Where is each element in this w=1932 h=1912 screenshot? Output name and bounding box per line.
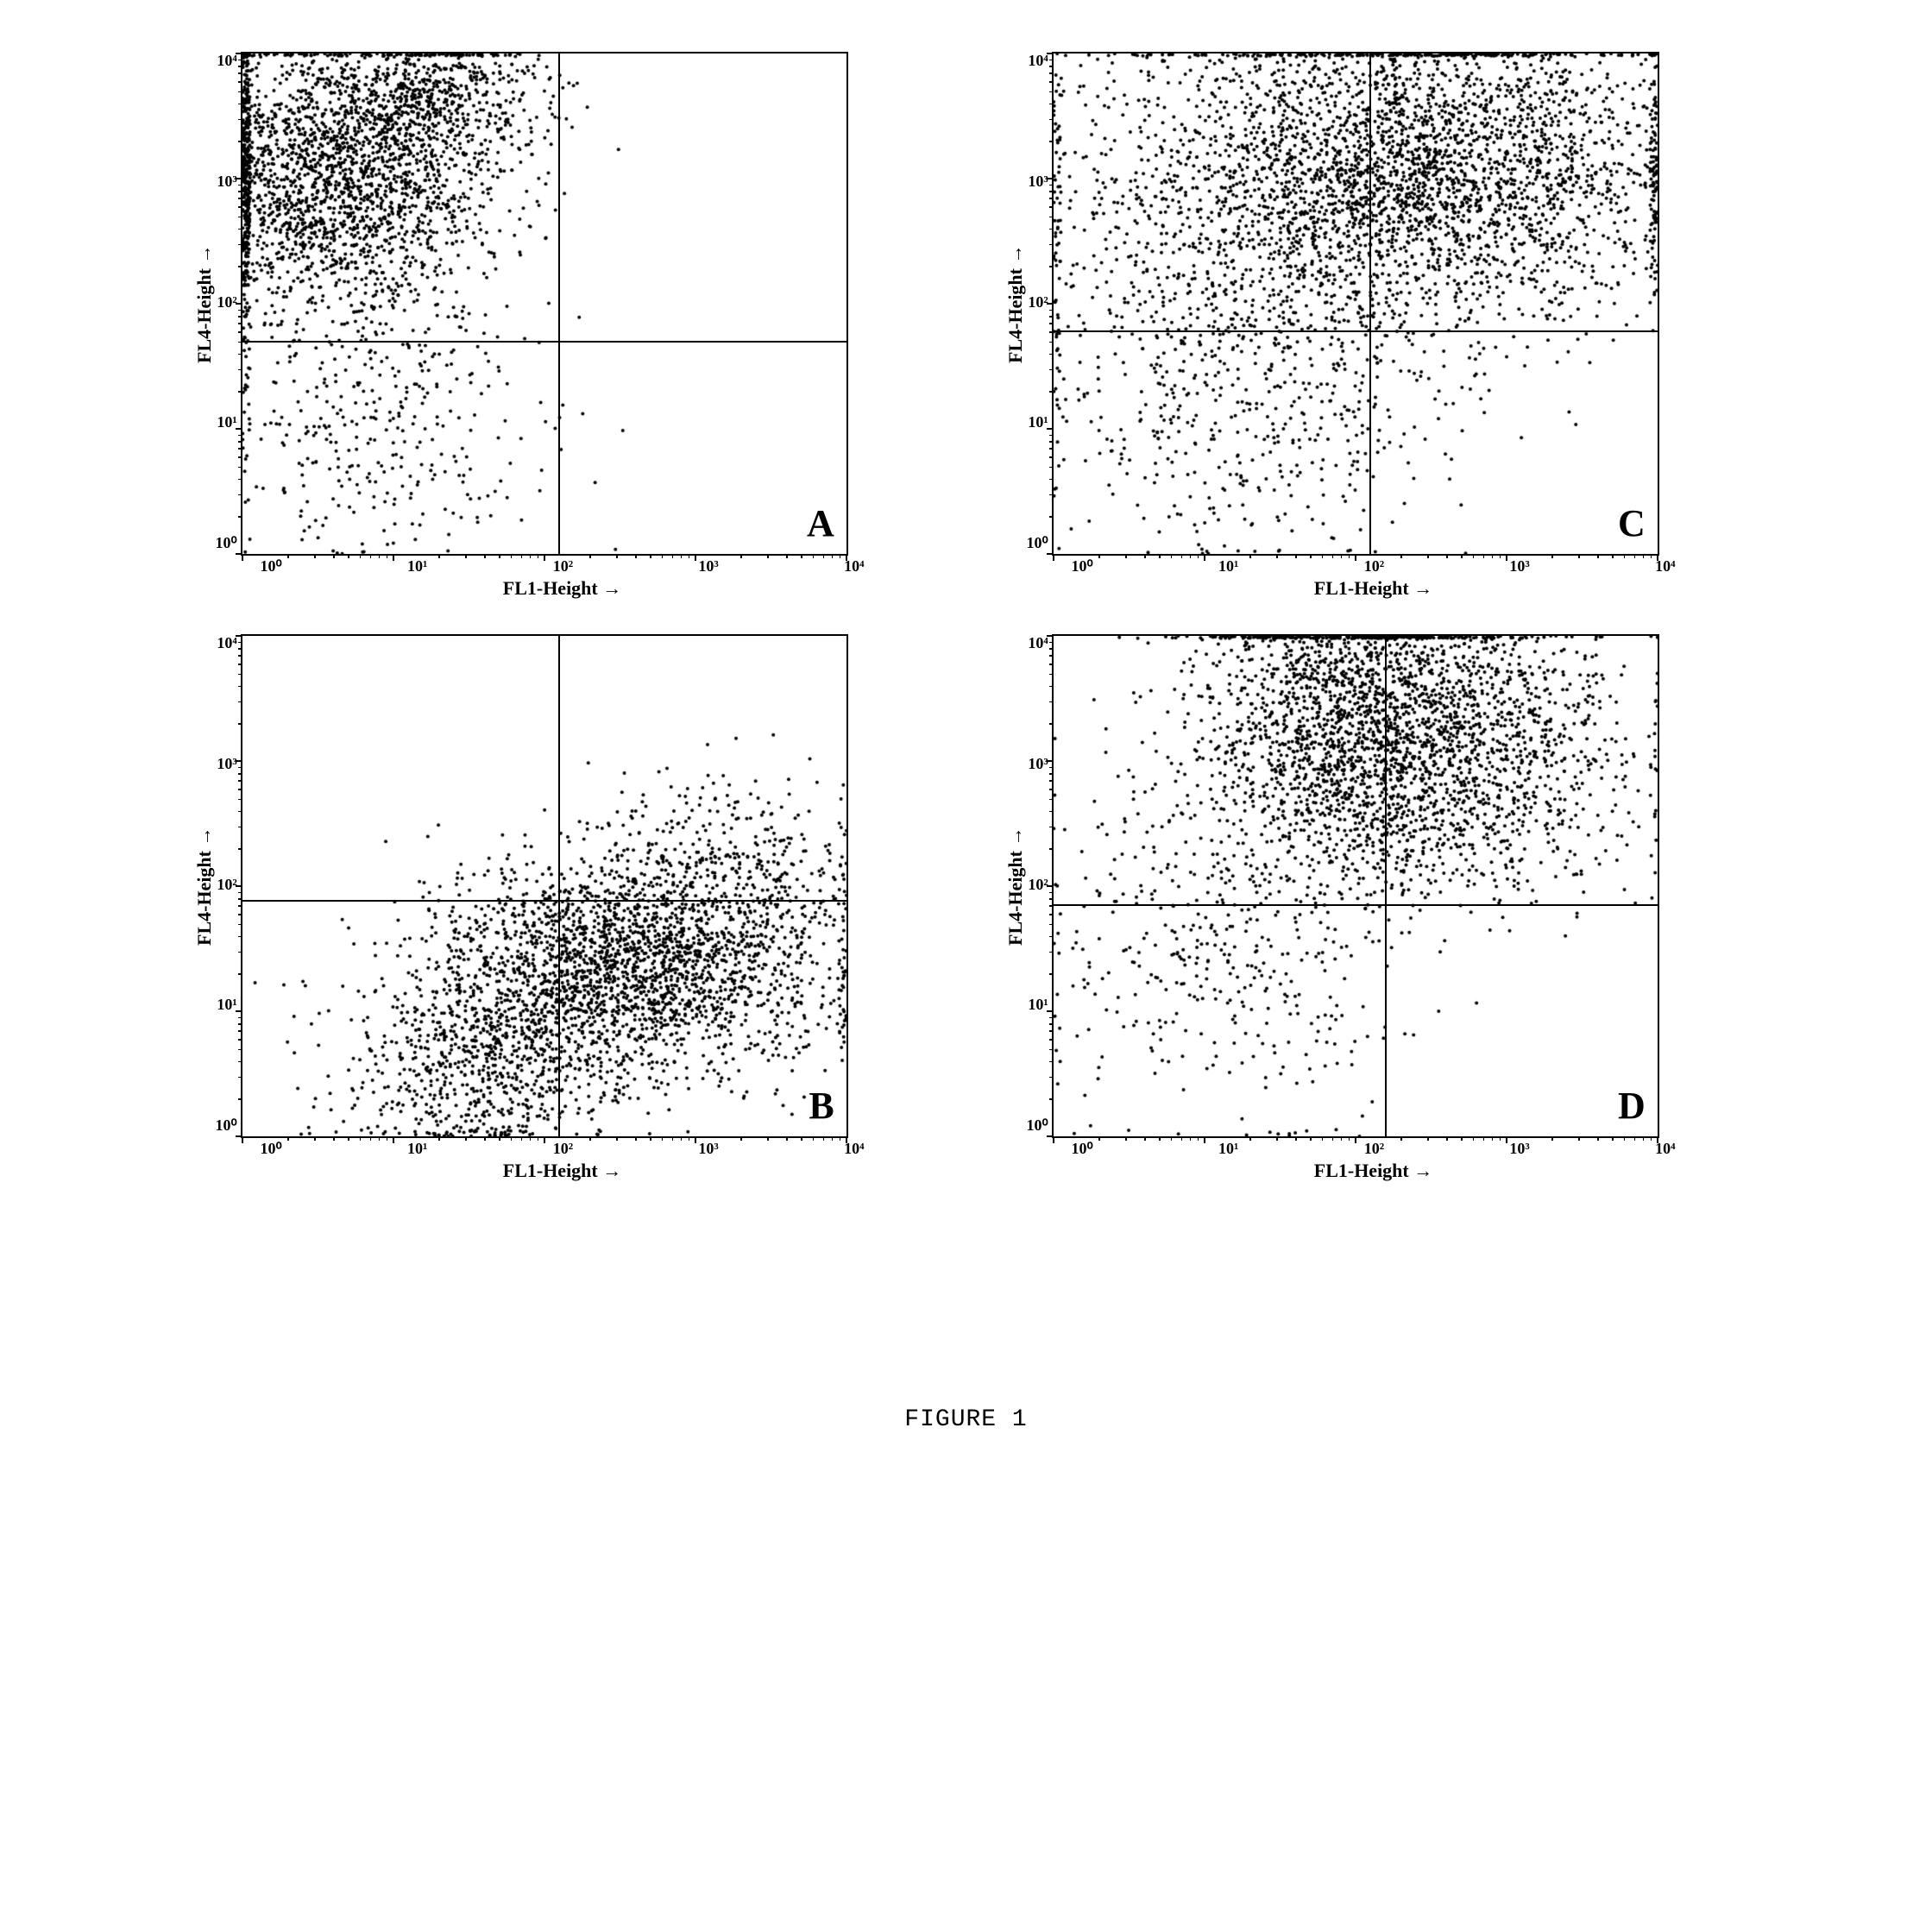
x-tick: 10²	[1364, 1140, 1384, 1158]
y-axis-title: FL4-Height →	[190, 634, 216, 1138]
x-axis-title: FL1-Height →	[1072, 577, 1676, 600]
y-tick-labels: 10⁴ 10³ 10² 10¹ 10⁰	[1027, 634, 1052, 1135]
quadrant-line-v	[558, 636, 560, 1136]
scatter-canvas	[1054, 636, 1658, 1136]
y-axis-title: FL4-Height →	[1001, 634, 1027, 1138]
panel-d: FL4-Height → 10⁴ 10³ 10² 10¹ 10⁰ D 10⁰ 1…	[1001, 634, 1743, 1182]
x-tick: 10¹	[407, 1140, 427, 1158]
plot-area-c: C	[1052, 52, 1659, 556]
y-tick: 10⁴	[1028, 52, 1048, 70]
scatter-canvas	[242, 636, 846, 1136]
y-tick: 10²	[217, 876, 236, 894]
x-tick-labels: 10⁰ 10¹ 10² 10³ 10⁴	[1072, 556, 1676, 575]
y-tick: 10³	[1028, 173, 1048, 191]
x-tick-labels: 10⁰ 10¹ 10² 10³ 10⁴	[261, 556, 865, 575]
y-tick: 10¹	[217, 413, 236, 431]
plot-area-b: B	[241, 634, 848, 1138]
panel-label: C	[1618, 501, 1646, 545]
panel-a: FL4-Height → 10⁴ 10³ 10² 10¹ 10⁰ A 10⁰ 1…	[190, 52, 932, 600]
y-tick: 10¹	[1028, 996, 1048, 1014]
quadrant-line-v	[1385, 636, 1387, 1136]
quadrant-line-h	[242, 341, 846, 343]
panel-label: A	[807, 501, 834, 545]
quadrant-line-v	[1369, 53, 1371, 554]
panel-label: D	[1618, 1084, 1646, 1128]
plot-area-d: D	[1052, 634, 1659, 1138]
panel-b: FL4-Height → 10⁴ 10³ 10² 10¹ 10⁰ B 10⁰ 1…	[190, 634, 932, 1182]
y-tick: 10⁰	[216, 1116, 237, 1135]
plot-wrap: FL4-Height → 10⁴ 10³ 10² 10¹ 10⁰ B	[190, 634, 932, 1138]
x-tick: 10⁰	[1072, 557, 1093, 575]
plot-wrap: FL4-Height → 10⁴ 10³ 10² 10¹ 10⁰ A	[190, 52, 932, 556]
y-tick: 10²	[1028, 293, 1048, 311]
quadrant-line-h	[1054, 904, 1658, 906]
y-tick-labels: 10⁴ 10³ 10² 10¹ 10⁰	[216, 634, 241, 1135]
y-axis-title: FL4-Height →	[1001, 52, 1027, 556]
quadrant-line-h	[1054, 330, 1658, 332]
x-tick: 10³	[1509, 557, 1529, 575]
plot-area-a: A	[241, 52, 848, 556]
y-tick: 10²	[217, 293, 236, 311]
x-tick: 10²	[553, 1140, 573, 1158]
x-tick: 10¹	[407, 557, 427, 575]
x-tick: 10¹	[1218, 1140, 1238, 1158]
y-tick: 10⁴	[217, 634, 236, 652]
panel-c: FL4-Height → 10⁴ 10³ 10² 10¹ 10⁰ C 10⁰ 1…	[1001, 52, 1743, 600]
scatter-canvas	[242, 53, 846, 554]
plot-wrap: FL4-Height → 10⁴ 10³ 10² 10¹ 10⁰ C	[1001, 52, 1743, 556]
y-tick: 10³	[217, 755, 236, 773]
figure-caption: FIGURE 1	[35, 1406, 1897, 1433]
quadrant-line-h	[242, 900, 846, 902]
y-tick: 10¹	[1028, 413, 1048, 431]
x-axis-title: FL1-Height →	[261, 577, 865, 600]
x-tick: 10⁰	[1072, 1140, 1093, 1158]
y-tick: 10³	[1028, 755, 1048, 773]
y-tick: 10⁰	[216, 534, 237, 552]
x-axis-title: FL1-Height →	[261, 1160, 865, 1182]
y-tick: 10⁴	[217, 52, 236, 70]
y-tick-labels: 10⁴ 10³ 10² 10¹ 10⁰	[216, 52, 241, 552]
figure-grid: FL4-Height → 10⁴ 10³ 10² 10¹ 10⁰ A 10⁰ 1…	[190, 52, 1743, 1182]
x-tick: 10⁰	[261, 557, 282, 575]
x-tick: 10³	[1509, 1140, 1529, 1158]
y-tick: 10³	[217, 173, 236, 191]
y-tick: 10⁰	[1027, 534, 1048, 552]
x-tick: 10³	[698, 557, 718, 575]
y-tick: 10¹	[217, 996, 236, 1014]
x-tick: 10⁰	[261, 1140, 282, 1158]
quadrant-line-v	[558, 53, 560, 554]
y-axis-title: FL4-Height →	[190, 52, 216, 556]
x-tick: 10¹	[1218, 557, 1238, 575]
x-tick-labels: 10⁰ 10¹ 10² 10³ 10⁴	[261, 1138, 865, 1158]
y-tick: 10²	[1028, 876, 1048, 894]
x-tick: 10²	[553, 557, 573, 575]
x-tick: 10²	[1364, 557, 1384, 575]
panel-label: B	[809, 1084, 834, 1128]
y-tick: 10⁴	[1028, 634, 1048, 652]
plot-wrap: FL4-Height → 10⁴ 10³ 10² 10¹ 10⁰ D	[1001, 634, 1743, 1138]
y-tick: 10⁰	[1027, 1116, 1048, 1135]
y-tick-labels: 10⁴ 10³ 10² 10¹ 10⁰	[1027, 52, 1052, 552]
scatter-canvas	[1054, 53, 1658, 554]
x-axis-title: FL1-Height →	[1072, 1160, 1676, 1182]
x-tick-labels: 10⁰ 10¹ 10² 10³ 10⁴	[1072, 1138, 1676, 1158]
x-tick: 10³	[698, 1140, 718, 1158]
